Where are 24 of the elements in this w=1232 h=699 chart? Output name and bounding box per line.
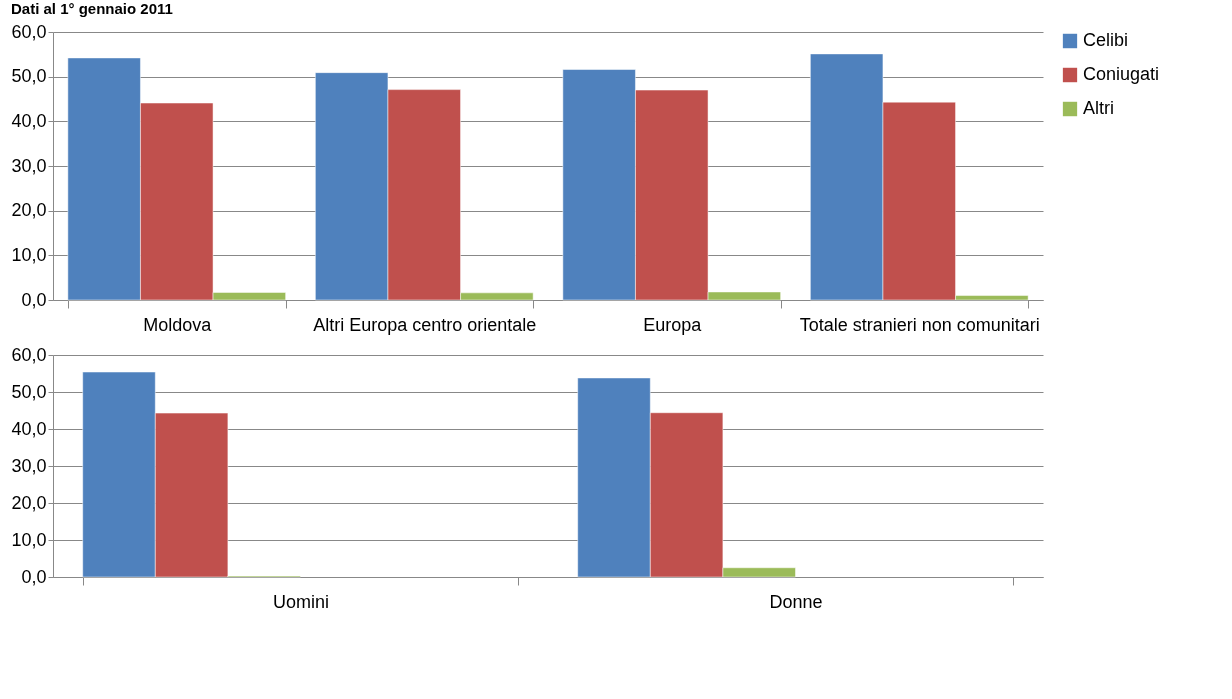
- legend-label: Celibi: [1083, 30, 1129, 50]
- legend-label: Coniugati: [1083, 64, 1160, 84]
- x-tick-label: Totale stranieri non comunitari: [799, 314, 1040, 335]
- y-tick-label: 50,0: [11, 381, 47, 402]
- y-tick-label: 0,0: [21, 566, 47, 587]
- y-tick-label: 40,0: [11, 110, 47, 131]
- y-tick-label: 50,0: [11, 66, 47, 87]
- y-tick-label: 60,0: [11, 21, 47, 42]
- y-tick-label: 30,0: [11, 155, 47, 176]
- y-tick-label: 30,0: [11, 455, 47, 476]
- y-tick-label: 40,0: [11, 418, 47, 439]
- y-tick-label: 0,0: [21, 289, 47, 310]
- x-tick-label: Moldova: [143, 314, 213, 335]
- legend-label: Altri: [1083, 98, 1114, 118]
- chart-title: Dati al 1° gennaio 2011: [10, 0, 173, 17]
- x-tick-label: Donne: [769, 591, 823, 612]
- x-tick-label: Europa: [643, 314, 703, 335]
- y-tick-label: 20,0: [11, 492, 47, 513]
- y-tick-label: 10,0: [11, 529, 47, 550]
- y-tick-label: 10,0: [11, 244, 47, 265]
- y-tick-label: 60,0: [11, 344, 47, 365]
- x-tick-label: Altri Europa centro orientale: [313, 314, 537, 335]
- y-tick-label: 20,0: [11, 200, 47, 221]
- x-tick-label: Uomini: [272, 591, 330, 612]
